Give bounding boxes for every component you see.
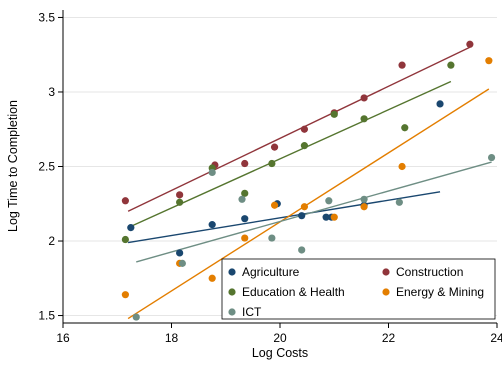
point-agriculture [322,213,330,221]
y-tick-label: 2 [48,234,55,248]
x-tick-label: 18 [165,331,179,345]
point-ict [298,246,306,254]
point-energy-mining [270,201,279,209]
y-tick-label: 3 [48,85,55,99]
point-energy-mining [485,57,493,65]
point-agriculture [436,100,444,108]
y-tick-label: 3.5 [38,10,55,24]
point-agriculture [176,249,184,257]
point-ict [238,195,246,203]
point-energy-mining [360,203,368,211]
point-ict [208,168,216,177]
point-agriculture [127,224,135,232]
fit-line-construction [127,46,471,212]
point-agriculture [241,215,249,223]
point-education-health [268,159,276,168]
point-energy-mining [208,274,216,282]
point-agriculture [298,212,306,220]
point-agriculture [208,221,216,229]
point-education-health [300,142,309,150]
y-axis-ticks: 1.5 2 2.5 3 3.5 [38,10,63,323]
data-points [121,40,496,321]
point-education-health [121,235,129,244]
legend-label-agriculture: Agriculture [242,265,300,279]
fit-line-agriculture [127,191,441,244]
legend-box [221,258,496,320]
x-axis-title: Log Costs [252,346,308,360]
x-tick-label: 16 [56,331,70,345]
point-construction [300,125,309,133]
legend-label-construction: Construction [396,265,463,279]
point-education-health [241,189,249,197]
y-tick-label: 2.5 [38,160,55,174]
point-energy-mining [121,291,129,299]
y-tick-label: 1.5 [38,309,55,323]
point-construction [360,94,368,102]
legend-label-ict: ICT [242,305,262,319]
point-construction [176,191,184,199]
legend-marker-construction [382,268,390,276]
point-energy-mining [330,213,338,221]
legend-marker-agriculture [228,268,236,276]
legend: Agriculture Construction Education & Healt… [221,258,496,320]
point-construction [270,143,279,151]
point-energy-mining [300,203,309,211]
point-education-health [447,61,455,69]
point-education-health [401,124,409,132]
legend-marker-energy-mining [382,288,390,296]
point-ict [268,234,276,242]
point-ict [395,198,403,206]
point-ict [360,195,368,203]
x-tick-label: 24 [490,331,502,345]
point-construction [121,197,129,205]
point-construction [398,61,406,69]
point-ict [132,313,140,321]
point-education-health [330,110,338,118]
x-axis-ticks: 16 18 20 22 24 [56,323,502,345]
legend-marker-education-health [228,288,236,296]
x-tick-label: 20 [273,331,287,345]
legend-label-education-health: Education & Health [242,285,345,299]
point-construction [241,159,249,168]
point-ict [325,197,333,205]
legend-label-energy-mining: Energy & Mining [396,285,484,299]
point-ict [178,259,186,267]
x-tick-label: 22 [382,331,396,345]
point-ict [487,153,496,162]
point-energy-mining [241,234,249,242]
fit-line-ict [136,161,492,263]
legend-marker-ict [228,308,236,316]
point-construction [466,40,474,48]
y-axis-title: Log Time to Completion [6,100,20,232]
point-education-health [360,115,368,123]
point-energy-mining [398,162,406,171]
point-education-health [176,198,184,206]
fit-line-energy-mining [127,88,490,320]
